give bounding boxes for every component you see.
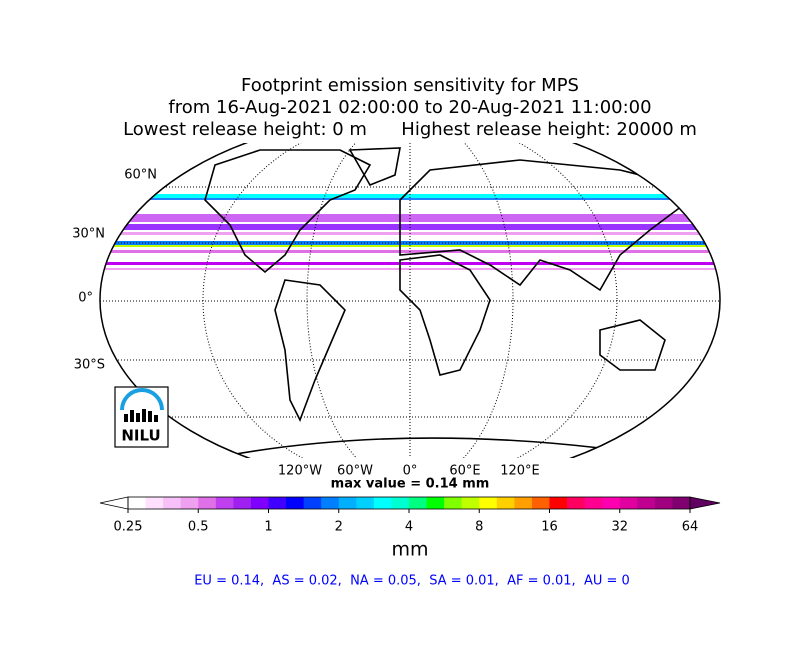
region-summary: EU = 0.14, AS = 0.02, NA = 0.05, SA = 0.… [194,574,630,589]
colorbar-tick-label: 0.5 [188,520,209,535]
colorbar-segment [409,497,428,509]
colorbar-segment [584,497,603,509]
colorbar-segment [303,497,322,509]
colorbar-segment [373,497,392,509]
logo-text: NILU [121,427,160,445]
colorbar-segment [128,497,147,509]
colorbar-tick-label: 0.25 [114,520,143,535]
colorbar-segment [215,497,234,509]
colorbar-tick-label: 16 [541,520,558,535]
colorbar-segment [637,497,656,509]
colorbar-label: mm [391,539,428,561]
colorbar-segment [250,497,269,509]
colorbar-segment [426,497,445,509]
lat-label: 30°S [74,358,105,373]
map-border [99,143,721,458]
colorbar-segment [496,497,515,509]
lat-label: 60°N [124,168,157,183]
colorbar-segment [356,497,375,509]
title-line: from 16-Aug-2021 02:00:00 to 20-Aug-2021… [168,97,651,118]
colorbar-extension [689,496,721,510]
max-value: max value = 0.14 mm [331,477,490,492]
lon-label: 60°E [449,464,480,479]
colorbar: 0.25 0.5 1 2 4 8 16 32 64 [99,496,721,535]
colorbar-segment [338,497,357,509]
coastlines [204,147,692,456]
colorbar-tick-label: 2 [335,520,343,535]
graticule [100,143,720,458]
colorbar-segment [479,497,498,509]
lat-label: 0° [78,291,93,306]
colorbar-segment [180,497,199,509]
lon-label: 120°E [500,464,540,479]
colorbar-segment [514,497,533,509]
colorbar-tick-label: 64 [682,520,699,535]
colorbar-segment [619,497,638,509]
colorbar-segment [286,497,305,509]
lon-label: 60°W [337,464,373,479]
colorbar-extension [99,496,129,510]
colorbar-segment [531,497,550,509]
colorbar-tick-label: 1 [264,520,272,535]
lon-label: 120°W [278,464,322,479]
map [99,143,721,458]
colorbar-segment [444,497,463,509]
colorbar-segment [549,497,568,509]
colorbar-segment [567,497,586,509]
colorbar-segment [145,497,164,509]
colorbar-segment [602,497,621,509]
colorbar-segment [163,497,182,509]
colorbar-segment [268,497,287,509]
colorbar-tick-label: 32 [611,520,628,535]
colorbar-tick-label: 4 [405,520,413,535]
lon-label: 0° [403,464,418,479]
title-line: Footprint emission sensitivity for MPS [241,75,579,96]
colorbar-segment [672,497,691,509]
colorbar-segment [198,497,217,509]
colorbar-segment [321,497,340,509]
colorbar-segment [391,497,410,509]
title-line: Lowest release height: 0 m Highest relea… [123,119,697,140]
colorbar-segment [233,497,252,509]
logo: NILU [114,386,169,448]
colorbar-segment [654,497,673,509]
lat-label: 30°N [72,227,105,242]
colorbar-tick-label: 8 [475,520,483,535]
colorbar-segment [461,497,480,509]
